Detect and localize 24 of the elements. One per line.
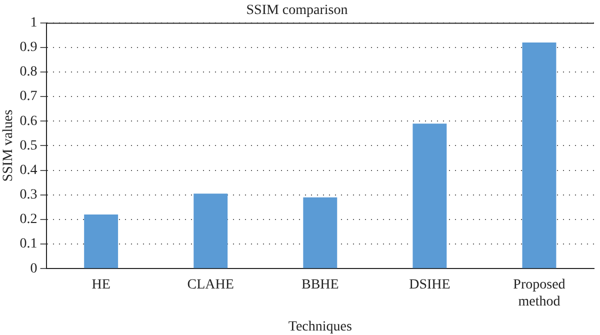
y-tick-label: 0.8 [20,64,38,80]
bar [194,194,228,268]
x-tick-label: CLAHE [187,278,234,293]
bar [412,124,447,268]
y-tick-label: 0.4 [20,162,38,178]
y-tick-label: 0.3 [20,188,38,203]
y-tick-label: 0.7 [20,89,38,104]
y-tick-label: 0.6 [20,114,38,129]
y-tick-label: 0.9 [20,40,38,56]
x-tick-label: DSIHE [409,278,450,293]
y-tick-label: 0.2 [20,212,38,228]
x-axis-title: Techniques [288,319,352,334]
bar [522,42,556,268]
x-tick-label: Proposed method [513,278,566,310]
bar [84,214,118,268]
y-tick-label: 0.5 [20,138,38,154]
y-tick-label: 0 [30,261,38,276]
chart-title: SSIM comparison [246,3,348,18]
x-tick-label: HE [92,278,110,293]
y-tick-label: 1 [30,15,38,30]
bar [303,197,338,268]
y-tick-label: 0.1 [20,236,38,252]
x-tick-label: BBHE [301,278,339,293]
y-axis-title: SSIM values [1,110,16,182]
